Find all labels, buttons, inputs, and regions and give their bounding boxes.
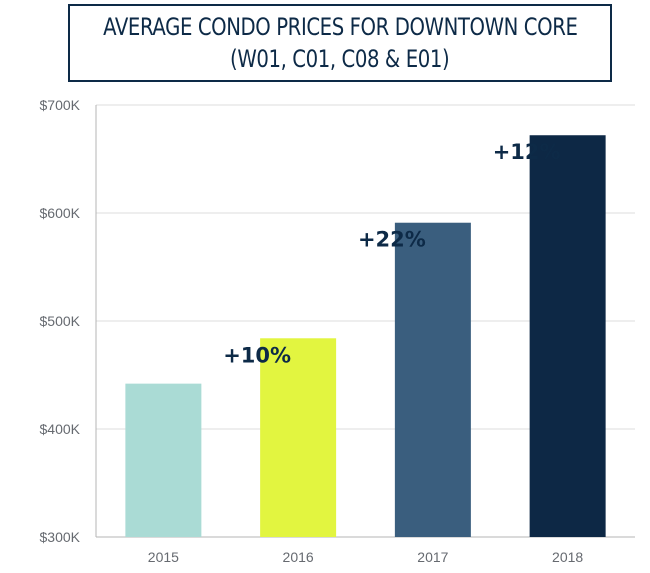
- bar-2017: [394, 222, 471, 537]
- bar-2015: [125, 383, 202, 537]
- bar-2016: [260, 338, 337, 537]
- y-tick-label: $300K: [40, 529, 81, 545]
- chart-title-box: AVERAGE CONDO PRICES FOR DOWNTOWN CORE (…: [68, 4, 612, 82]
- y-tick-label: $600K: [40, 205, 81, 221]
- x-tick-label: 2017: [417, 549, 448, 565]
- data-label: +10%: [223, 343, 291, 367]
- x-tick-label: 2015: [148, 549, 179, 565]
- data-label: +12%: [493, 140, 561, 164]
- chart-title-line1: AVERAGE CONDO PRICES FOR DOWNTOWN CORE: [102, 13, 578, 41]
- y-tick-label: $400K: [40, 421, 81, 437]
- bar-2018: [529, 135, 606, 538]
- x-tick-label: 2018: [552, 549, 583, 565]
- bars: [125, 135, 606, 538]
- x-tick-label: 2016: [283, 549, 314, 565]
- data-labels: +10% +22% +12%: [223, 140, 560, 367]
- data-label: +22%: [358, 228, 426, 252]
- chart-title-line2: (W01, C01, C08 & E01): [230, 45, 450, 73]
- y-tick-label: $700K: [40, 97, 81, 113]
- x-axis: 2015 2016 2017 2018: [96, 536, 635, 565]
- y-tick-label: $500K: [40, 313, 81, 329]
- y-axis: $300K $400K $500K $600K $700K: [40, 97, 97, 545]
